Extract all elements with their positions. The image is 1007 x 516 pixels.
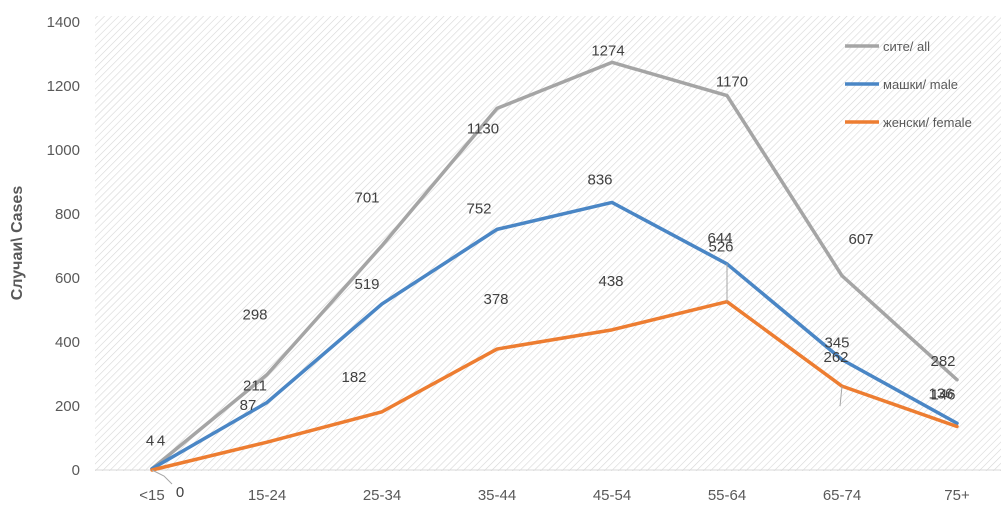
x-tick-label: 75+ <box>944 487 970 504</box>
y-axis-ticks: 0 200 400 600 800 1000 1200 1400 <box>47 14 80 479</box>
x-tick-label: 15-24 <box>248 487 286 504</box>
data-labels: 4 298 701 1130 1274 1170 607 282 4 211 519 752 836 64… <box>146 42 956 501</box>
data-label: 1274 <box>591 42 624 59</box>
y-tick-label: 0 <box>72 462 80 479</box>
data-label: 378 <box>483 291 508 308</box>
data-label: 211 <box>243 377 267 394</box>
data-label: 146 <box>930 386 955 403</box>
data-label: 4 <box>146 433 154 450</box>
x-tick-label: 35-44 <box>478 487 516 504</box>
x-tick-label: 25-34 <box>363 487 401 504</box>
x-tick-label: 45-54 <box>593 487 631 504</box>
leader-line <box>151 469 173 485</box>
x-axis-ticks: <15 15-24 25-34 35-44 45-54 55-64 65-74 75+ <box>139 487 970 504</box>
y-tick-label: 200 <box>55 398 80 415</box>
data-label: 298 <box>242 307 267 324</box>
data-label: 1170 <box>716 74 748 91</box>
data-label: 526 <box>708 239 733 256</box>
data-label: 607 <box>848 231 873 248</box>
series-line-0 <box>150 60 959 471</box>
series-lines <box>150 60 959 472</box>
data-label: 136 <box>928 385 953 402</box>
data-label: 1130 <box>467 120 499 137</box>
data-label: 752 <box>466 200 491 217</box>
y-axis-label: Случаи\ Cases <box>9 186 26 301</box>
data-label: 4 <box>157 433 165 450</box>
data-label: 345 <box>824 335 849 352</box>
legend: сите/ all машки/ male женски/ female <box>845 39 972 130</box>
legend-label: сите/ all <box>883 39 930 54</box>
plot-area-hatch <box>95 16 1001 471</box>
x-tick-label: 65-74 <box>823 487 861 504</box>
data-label: 182 <box>341 369 366 386</box>
x-tick-label: 55-64 <box>708 487 746 504</box>
data-label: 836 <box>587 171 612 188</box>
data-label: 701 <box>354 190 379 207</box>
data-label: 282 <box>930 353 955 370</box>
legend-label: женски/ female <box>883 115 972 130</box>
series-line-2 <box>150 299 959 472</box>
series-line-1 <box>150 200 959 471</box>
data-label: 87 <box>240 397 257 414</box>
data-label: 262 <box>823 349 848 366</box>
y-tick-label: 600 <box>55 270 80 287</box>
data-label: 0 <box>176 484 184 501</box>
y-tick-label: 800 <box>55 206 80 223</box>
data-label: 519 <box>354 276 379 293</box>
leader-lines <box>151 263 843 485</box>
legend-label: машки/ male <box>883 77 958 92</box>
y-tick-label: 400 <box>55 334 80 351</box>
data-label: 644 <box>707 230 732 247</box>
leader-line <box>839 386 843 407</box>
data-label: 438 <box>598 273 623 290</box>
y-tick-label: 1000 <box>47 142 80 159</box>
y-tick-label: 1200 <box>47 78 80 95</box>
x-tick-label: <15 <box>139 487 164 504</box>
y-tick-label: 1400 <box>47 14 80 31</box>
